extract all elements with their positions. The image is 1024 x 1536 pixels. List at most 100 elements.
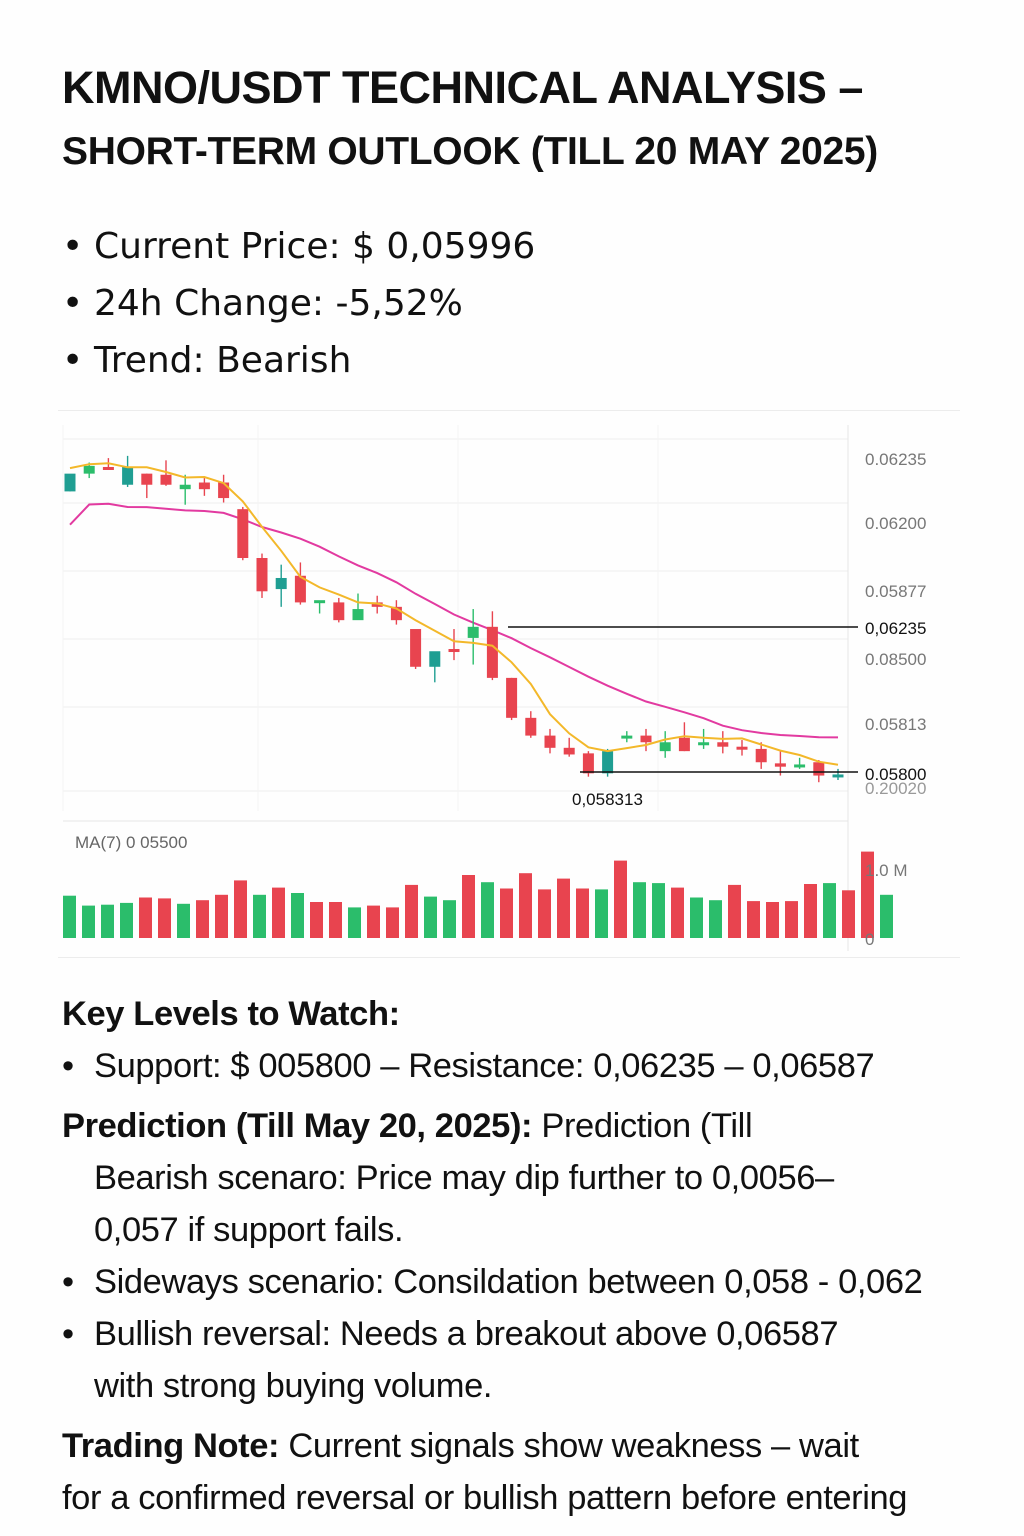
candle-body [659, 742, 671, 752]
page-title: KMNO/USDT TECHNICAL ANALYSIS – [62, 62, 863, 113]
support-annotation: 0,058313 [572, 790, 643, 809]
candle-body [582, 753, 594, 774]
candle-body [198, 482, 210, 490]
candle-body [621, 735, 633, 739]
candle-body [755, 748, 767, 763]
bearish-scenario: Bearish scenaro: Price may dip further t… [94, 1159, 834, 1197]
bearish-scenario-cont: 0,057 if support fails. [94, 1211, 404, 1249]
candle-body [64, 473, 76, 492]
change-label: 24h Change: [94, 283, 325, 324]
price-stats: • Current Price: $ 0,05996 • 24h Change: -… [62, 222, 535, 393]
volume-bar [405, 884, 418, 938]
volume-bar [481, 882, 494, 938]
volume-bar [766, 902, 779, 938]
analysis-text: Key Levels to Watch: • Support: $ 005800 … [62, 988, 1022, 1524]
volume-bar [234, 880, 247, 938]
volume-bar [139, 897, 152, 938]
bullet-icon: • [62, 340, 84, 381]
bullet-icon: • [62, 1315, 74, 1353]
candle-body [698, 742, 710, 746]
candle-body [467, 626, 479, 638]
candle-body [160, 474, 172, 485]
volume-bar [291, 893, 304, 938]
bullet-icon: • [62, 283, 84, 324]
candle-body [678, 737, 690, 752]
stat-current-price: • Current Price: $ 0,05996 [62, 222, 535, 279]
price-tick: 0.20020 [865, 779, 926, 798]
volume-bar [671, 887, 684, 938]
price-tick: 0.05813 [865, 715, 926, 734]
candle-body [371, 602, 383, 607]
volume-bar [842, 890, 855, 938]
volume-bar [424, 896, 437, 938]
candle-body [448, 649, 460, 653]
price-tick: 0.08500 [865, 650, 926, 669]
prediction-heading-tail: Prediction (Till [541, 1107, 753, 1145]
candles-group [64, 455, 844, 783]
volume-bar [215, 894, 228, 938]
volume-bar [158, 898, 171, 938]
candle-body [333, 602, 345, 621]
volume-bar [652, 883, 665, 938]
volume-bar [329, 902, 342, 938]
price-tick: 0.06200 [865, 514, 926, 533]
candle-body [237, 509, 249, 558]
sideways-scenario: Sideways scenario: Consildation between … [94, 1263, 923, 1301]
trading-note-text: Current signals show weakness – wait [288, 1427, 859, 1465]
volume-bar [747, 901, 760, 938]
candle-body [102, 466, 114, 470]
volume-bars-group [63, 851, 893, 938]
candle-body [410, 629, 422, 667]
bullet-icon: • [62, 226, 84, 267]
chart-canvas: 0.06235 0.06200 0.05877 0,06235 0.08500 … [62, 425, 926, 951]
candle-body [256, 558, 268, 592]
prediction-heading-line: Prediction (Till May 20, 2025): Predicti… [62, 1100, 1022, 1152]
volume-bar [177, 903, 190, 938]
volume-bar [538, 889, 551, 938]
chart-grid [62, 425, 849, 951]
candle-body [83, 465, 95, 474]
candle-body [717, 742, 729, 747]
price-tick: 0.06235 [865, 450, 926, 469]
volume-tick: 0 [865, 930, 874, 949]
key-levels-item: • Support: $ 005800 – Resistance: 0,06235… [62, 1040, 1022, 1092]
candle-body [486, 626, 498, 678]
change-value: -5,52% [335, 283, 463, 324]
sideways-scenario-item: • Sideways scenario: Consildation between… [62, 1256, 1022, 1308]
key-levels-text: Support: $ 005800 – Resistance: 0,06235 … [94, 1047, 875, 1085]
volume-tick: 1.0 M [865, 861, 908, 880]
candle-body [314, 600, 326, 604]
candle-body [179, 484, 191, 490]
candle-body [602, 751, 614, 774]
candle-body [525, 717, 537, 736]
volume-bar [310, 902, 323, 938]
volume-bar [272, 887, 285, 938]
candle-body [736, 746, 748, 750]
candle-body [141, 473, 153, 485]
candle-body [544, 735, 556, 748]
key-levels-heading: Key Levels to Watch: [62, 995, 400, 1033]
bullish-scenario: Bullish reversal: Needs a breakout above… [94, 1315, 839, 1353]
price-chart: 0.06235 0.06200 0.05877 0,06235 0.08500 … [58, 410, 960, 958]
bullish-scenario-item: • Bullish reversal: Needs a breakout abov… [62, 1308, 1022, 1360]
candle-body [352, 609, 364, 621]
price-value: 0,05996 [386, 226, 536, 267]
volume-bar [253, 894, 266, 938]
volume-bar [196, 900, 209, 938]
price-label: Current Price: $ [94, 226, 375, 267]
trading-note-line: Trading Note: Current signals show weakn… [62, 1420, 1022, 1472]
candle-body [813, 762, 825, 776]
volume-bar [101, 904, 114, 938]
candle-body [218, 482, 230, 499]
page-subtitle: SHORT-TERM OUTLOOK (TILL 20 MAY 2025) [62, 130, 878, 173]
bullet-icon: • [62, 1263, 74, 1301]
trading-note-cont: for a confirmed reversal or bullish patt… [62, 1479, 908, 1517]
volume-bar [823, 883, 836, 938]
candle-body [640, 735, 652, 743]
ma-slow-line [69, 502, 839, 739]
ma-fast-line [69, 462, 839, 766]
bullish-scenario-cont: with strong buying volume. [94, 1367, 493, 1405]
candle-body [794, 764, 806, 768]
volume-bar [785, 901, 798, 938]
volume-bar [348, 907, 361, 938]
